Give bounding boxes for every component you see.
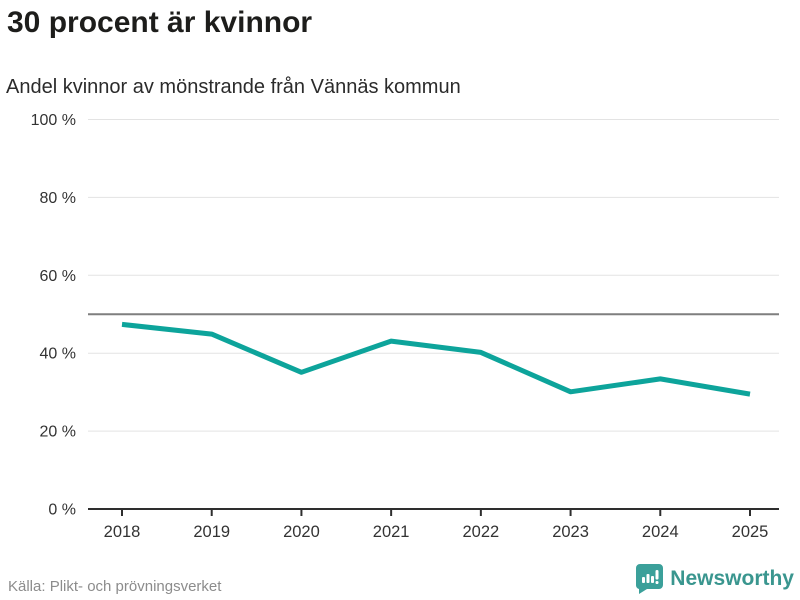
chart-subtitle: Andel kvinnor av mönstrande från Vännäs …: [6, 76, 461, 98]
x-tick-label: 2021: [373, 523, 410, 541]
chart-title: 30 procent är kvinnor: [7, 6, 313, 39]
y-tick-label: 60 %: [40, 268, 76, 285]
brand-lockup: Newsworthy: [636, 564, 794, 594]
x-tick-label: 2020: [283, 523, 320, 541]
x-tick-label: 2022: [462, 523, 499, 541]
newsworthy-logo-icon: [636, 564, 664, 594]
line-chart: 0 % 20 % 40 % 60 % 80 % 100 % 2018 2019 2020 2021…: [31, 112, 779, 541]
y-tick-label: 40 %: [40, 346, 76, 363]
data-line-andel-kvinnor: [121, 321, 751, 397]
x-tick-label: 2024: [642, 523, 679, 541]
x-tick-label: 2018: [104, 523, 141, 541]
source-attribution: Källa: Plikt- och prövningsverket: [8, 578, 222, 595]
x-tick-label: 2019: [193, 523, 230, 541]
x-tick-label: 2025: [732, 523, 769, 541]
brand-name: Newsworthy: [670, 567, 794, 590]
y-tick-label: 80 %: [40, 190, 76, 207]
y-tick-label: 100 %: [31, 112, 76, 129]
logo-bar-chart-glyph: [642, 570, 659, 584]
y-tick-label: 20 %: [40, 424, 76, 441]
y-tick-label: 0 %: [48, 502, 76, 519]
x-tick-label: 2023: [552, 523, 589, 541]
